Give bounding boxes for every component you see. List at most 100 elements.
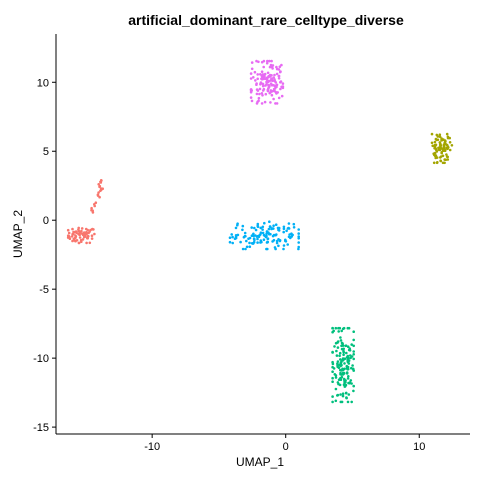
scatter-point bbox=[249, 96, 253, 99]
scatter-point bbox=[274, 90, 278, 94]
scatter-point bbox=[334, 341, 338, 345]
scatter-point bbox=[72, 230, 75, 234]
scatter-point bbox=[277, 68, 281, 71]
scatter-point bbox=[282, 227, 286, 231]
scatter-point bbox=[270, 227, 273, 231]
scatter-point bbox=[341, 342, 344, 345]
scatter-point bbox=[77, 226, 80, 230]
scatter-point bbox=[343, 381, 346, 385]
scatter-point bbox=[273, 246, 277, 249]
scatter-point bbox=[352, 338, 356, 342]
scatter-point bbox=[341, 392, 345, 396]
y-axis-ticks: -15 -10 -5 0 5 10 bbox=[33, 77, 56, 434]
scatter-point bbox=[270, 59, 273, 63]
scatter-point bbox=[274, 233, 277, 237]
scatter-point bbox=[343, 362, 346, 365]
scatter-point bbox=[261, 225, 265, 229]
scatter-point bbox=[250, 61, 254, 64]
scatter-point bbox=[100, 179, 103, 182]
scatter-point bbox=[339, 393, 342, 396]
scatter-point bbox=[341, 357, 345, 360]
scatter-point bbox=[352, 369, 356, 372]
scatter-point bbox=[256, 225, 260, 228]
scatter-point bbox=[239, 240, 242, 244]
scatter-point bbox=[284, 238, 287, 242]
scatter-point bbox=[271, 83, 275, 87]
scatter-point bbox=[73, 239, 76, 242]
scatter-point bbox=[275, 72, 279, 76]
scatter-point bbox=[99, 181, 103, 184]
scatter-point bbox=[243, 231, 247, 235]
scatter-point bbox=[347, 348, 351, 352]
scatter-point bbox=[339, 363, 343, 366]
scatter-point bbox=[350, 366, 353, 370]
scatter-point bbox=[338, 383, 342, 387]
scatter-point bbox=[341, 394, 345, 398]
scatter-point bbox=[331, 376, 334, 380]
scatter-point bbox=[282, 230, 286, 234]
scatter-point bbox=[277, 244, 280, 248]
scatter-point bbox=[74, 230, 77, 234]
scatter-point bbox=[250, 99, 254, 103]
scatter-point bbox=[441, 147, 445, 151]
scatter-point bbox=[337, 330, 341, 333]
scatter-point bbox=[338, 351, 342, 355]
scatter-point bbox=[267, 86, 271, 89]
scatter-point bbox=[67, 234, 71, 238]
scatter-point bbox=[258, 92, 261, 96]
scatter-point bbox=[268, 91, 272, 95]
scatter-point bbox=[340, 329, 344, 333]
scatter-point bbox=[345, 356, 349, 359]
y-tick-label: -15 bbox=[33, 422, 49, 434]
scatter-point bbox=[252, 237, 256, 241]
scatter-point bbox=[282, 225, 286, 229]
scatter-point bbox=[279, 70, 282, 73]
scatter-point bbox=[279, 87, 282, 91]
scatter-point bbox=[261, 228, 264, 231]
scatter-point bbox=[350, 343, 354, 346]
scatter-point bbox=[297, 237, 301, 240]
scatter-point bbox=[333, 345, 336, 348]
scatter-point bbox=[336, 393, 340, 397]
scatter-point bbox=[438, 133, 442, 136]
scatter-point bbox=[233, 237, 237, 240]
scatter-point bbox=[87, 231, 90, 235]
scatter-point bbox=[445, 155, 449, 158]
scatter-point bbox=[339, 361, 343, 364]
scatter-point bbox=[272, 97, 275, 101]
x-tick-label: 10 bbox=[413, 441, 425, 453]
scatter-point bbox=[339, 358, 342, 361]
scatter-point bbox=[344, 379, 347, 382]
scatter-point bbox=[278, 65, 282, 68]
scatter-point bbox=[297, 228, 301, 231]
scatter-point bbox=[77, 241, 81, 245]
scatter-point bbox=[292, 226, 296, 229]
y-axis-title: UMAP_2 bbox=[11, 210, 25, 258]
scatter-point bbox=[71, 239, 74, 243]
scatter-point bbox=[276, 91, 280, 94]
scatter-point bbox=[334, 326, 338, 330]
scatter-point bbox=[270, 93, 274, 97]
scatter-point bbox=[260, 60, 264, 64]
scatter-point bbox=[435, 156, 439, 159]
scatter-point bbox=[74, 234, 77, 237]
scatter-point bbox=[275, 83, 279, 87]
scatter-point bbox=[297, 235, 301, 238]
scatter-point bbox=[331, 400, 334, 404]
scatter-point bbox=[433, 140, 437, 144]
scatter-point bbox=[250, 67, 254, 71]
scatter-point bbox=[265, 78, 269, 81]
scatter-point bbox=[275, 241, 279, 245]
scatter-point bbox=[248, 236, 252, 240]
scatter-point bbox=[345, 396, 348, 399]
scatter-point bbox=[267, 231, 270, 234]
y-tick-label: 10 bbox=[37, 77, 49, 89]
scatter-point bbox=[331, 370, 334, 374]
scatter-point bbox=[273, 73, 276, 77]
scatter-point bbox=[340, 344, 343, 348]
scatter-point bbox=[259, 81, 263, 85]
scatter-point bbox=[85, 241, 88, 245]
scatter-point bbox=[274, 223, 278, 226]
scatter-point bbox=[342, 353, 345, 357]
